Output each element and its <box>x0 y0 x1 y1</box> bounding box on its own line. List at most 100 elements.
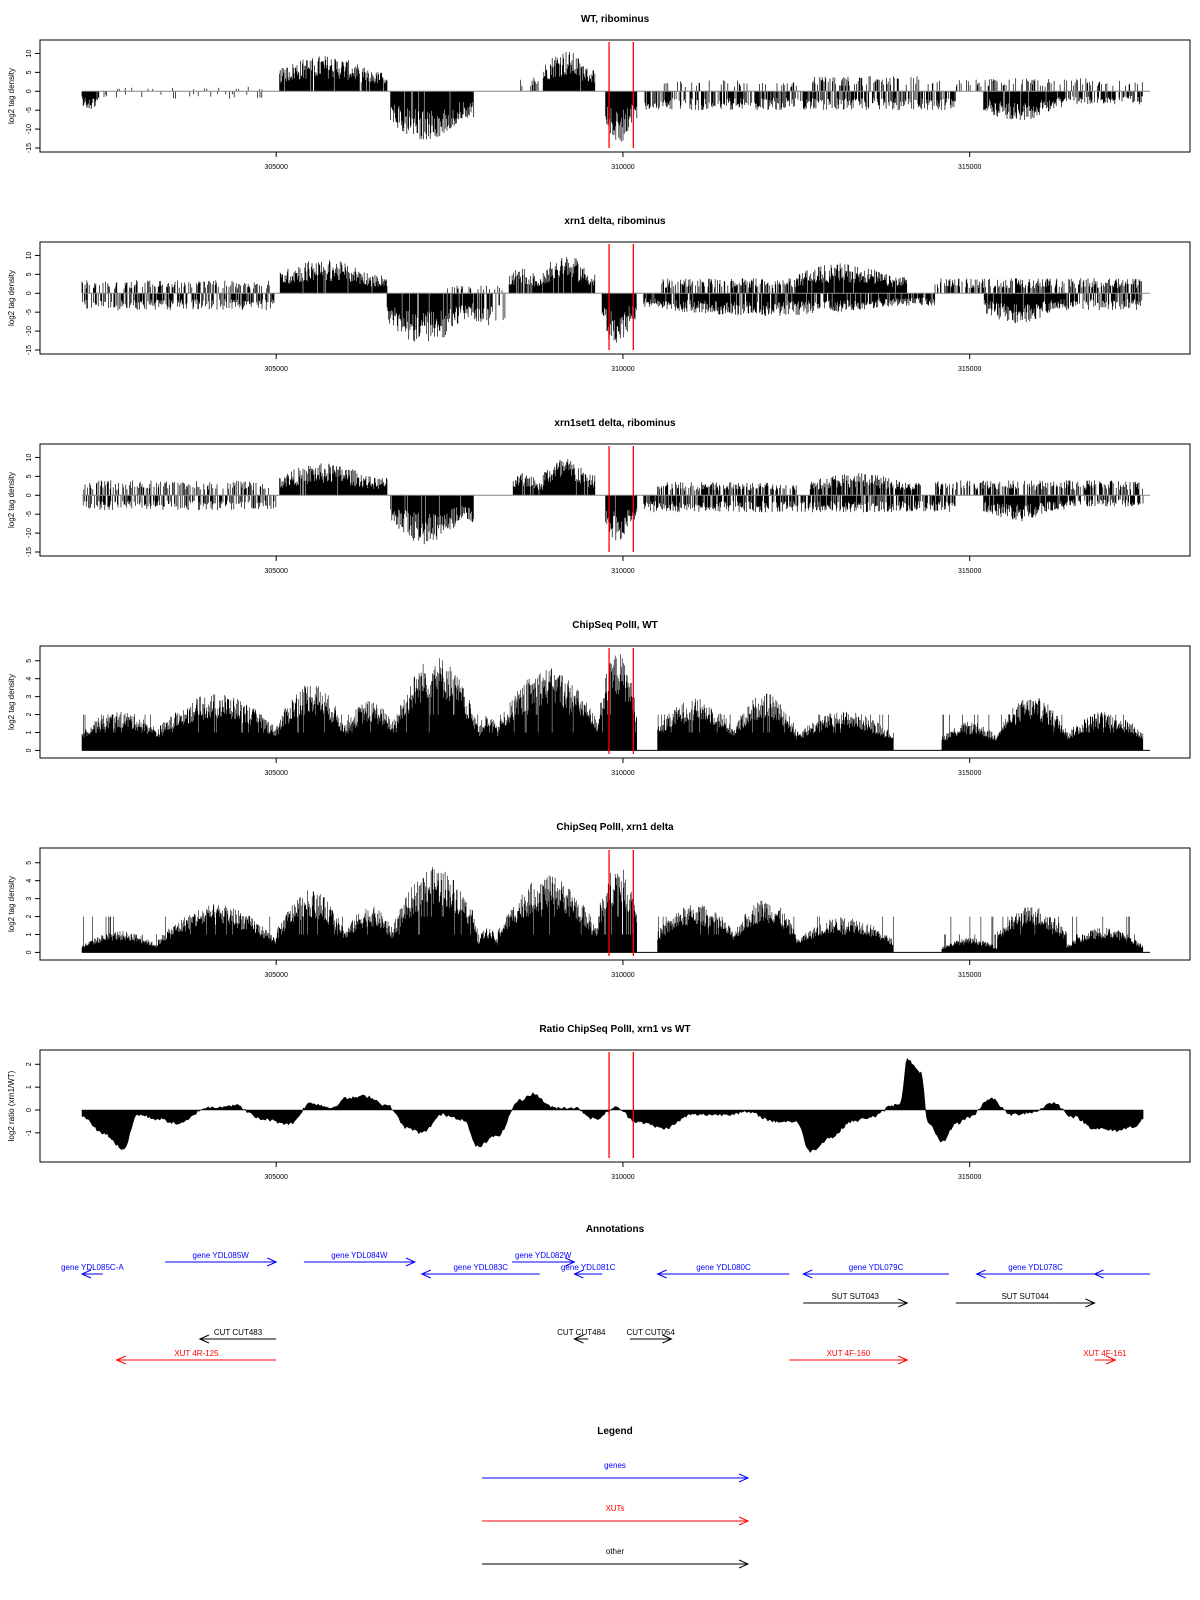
y-tick-label: -15 <box>26 547 33 557</box>
y-tick-label: 3 <box>26 897 33 901</box>
legend-item-label: other <box>606 1547 625 1556</box>
y-tick-label: -5 <box>26 107 33 113</box>
track-panel-1: WT, ribominus -15 -10 -5 0 5 10 log2 tag densit… <box>7 14 1191 171</box>
annotation-features: gene YDL085C-A gene YDL085W gene YDL084W ge… <box>61 1251 1150 1365</box>
y-tick-label: 10 <box>26 251 33 259</box>
panel-title: xrn1set1 delta, ribominus <box>554 418 676 429</box>
signal <box>81 52 1150 142</box>
plot-frame <box>39 847 1191 961</box>
y-tick-label: 4 <box>26 677 33 681</box>
annotation-feature: SUT SUT044 <box>955 1292 1096 1308</box>
y-tick-label: 5 <box>26 272 33 276</box>
arrow-head <box>738 1473 750 1483</box>
signal <box>81 654 1150 751</box>
x-tick-label: 310000 <box>611 568 634 575</box>
y-tick-label: -5 <box>26 511 33 517</box>
feature-label: XUT 4R-125 <box>174 1349 219 1358</box>
track-panel-3: xrn1set1 delta, ribominus -15 -10 -5 0 5 10 log… <box>7 418 1191 575</box>
annotation-feature: CUT CUT484 <box>557 1328 606 1344</box>
arrow-head <box>198 1334 210 1344</box>
y-tick-label: 3 <box>26 695 33 699</box>
legend-item: other <box>482 1547 750 1569</box>
feature-label: CUT CUT484 <box>557 1328 606 1337</box>
y-tick-label: 10 <box>26 49 33 57</box>
feature-label: SUT SUT044 <box>1001 1292 1049 1301</box>
x-tick-label: 310000 <box>611 164 634 171</box>
annotation-feature: gene YDL085W <box>165 1251 278 1267</box>
y-tick-label: -15 <box>26 143 33 153</box>
y-tick-label: 2 <box>26 713 33 717</box>
x-tick-label: 305000 <box>265 1174 288 1181</box>
y-tick-label: 4 <box>26 879 33 883</box>
annotation-feature: XUT 4F-161 <box>1083 1349 1127 1365</box>
plot-frame <box>39 241 1191 355</box>
strand-minus-bars <box>81 91 1143 142</box>
arrow-head <box>975 1269 986 1279</box>
arrow-head <box>115 1355 126 1365</box>
feature-label: SUT SUT043 <box>832 1292 880 1301</box>
panel-title: ChipSeq PolII, xrn1 delta <box>556 822 674 833</box>
legend-item-label: XUTs <box>605 1504 624 1513</box>
signal <box>81 867 1150 953</box>
track-panel-2: xrn1 delta, ribominus -15 -10 -5 0 5 10 log2 ta… <box>7 216 1191 373</box>
y-tick-label: 5 <box>26 474 33 478</box>
x-tick-label: 310000 <box>611 1174 634 1181</box>
feature-label: CUT CUT483 <box>214 1328 263 1337</box>
x-tick-label: 305000 <box>265 972 288 979</box>
x-tick-label: 305000 <box>265 568 288 575</box>
x-tick-label: 305000 <box>265 164 288 171</box>
arrow-head <box>898 1355 909 1365</box>
x-tick-label: 305000 <box>265 366 288 373</box>
feature-label: XUT 4F-161 <box>1083 1349 1127 1358</box>
legend-title: Legend <box>597 1426 633 1437</box>
arrow-head <box>738 1516 750 1526</box>
x-tick-label: 315000 <box>958 366 981 373</box>
x-tick-label: 315000 <box>958 972 981 979</box>
track-panel-4: ChipSeq PolII, WT 0 1 2 3 4 5 log2 tag density 3… <box>7 620 1191 777</box>
strand-minus-bars <box>82 495 1144 545</box>
arrow-head <box>1093 1269 1104 1279</box>
x-tick-label: 305000 <box>265 770 288 777</box>
y-axis-label: log2 tag density <box>7 674 16 730</box>
arrow-head <box>573 1269 584 1279</box>
y-tick-label: -15 <box>26 345 33 355</box>
y-tick-label: -10 <box>26 124 33 134</box>
strand-minus-bars <box>82 293 1143 343</box>
ratio-area <box>81 1057 1144 1154</box>
legend-item: XUTs <box>482 1504 750 1526</box>
x-tick-label: 310000 <box>611 366 634 373</box>
chipseq-bars <box>81 654 1144 751</box>
arrow-head <box>420 1269 432 1279</box>
signal <box>81 1057 1144 1154</box>
arrow-head <box>266 1257 278 1267</box>
panel-title: WT, ribominus <box>581 14 650 25</box>
y-tick-label: 1 <box>26 1085 33 1089</box>
y-axis-label: log2 tag density <box>7 876 16 932</box>
plot-frame <box>39 1049 1191 1163</box>
annotation-feature: SUT SUT043 <box>803 1292 909 1308</box>
signal <box>81 257 1150 343</box>
annotation-feature: CUT CUT054 <box>627 1328 675 1344</box>
chipseq-bars <box>81 867 1144 953</box>
arrow-head <box>898 1298 909 1308</box>
strand-plus-bars <box>83 459 1143 496</box>
feature-label: gene YDL084W <box>331 1251 388 1260</box>
annotation-feature: XUT 4F-160 <box>789 1349 909 1365</box>
arrow-head <box>405 1257 417 1267</box>
x-tick-label: 315000 <box>958 164 981 171</box>
annotation-feature: gene YDL079C <box>802 1263 949 1279</box>
annotation-feature: CUT CUT483 <box>198 1328 277 1344</box>
y-axis-label: log2 tag density <box>7 270 16 326</box>
feature-label: gene YDL085W <box>193 1251 250 1260</box>
feature-label: gene YDL083C <box>453 1263 508 1272</box>
arrow-head <box>573 1334 584 1344</box>
y-tick-label: -10 <box>26 528 33 538</box>
annotation-feature: gene YDL083C <box>420 1263 540 1279</box>
track-panel-5: ChipSeq PolII, xrn1 delta 0 1 2 3 4 5 log2 tag … <box>7 822 1191 979</box>
feature-label: XUT 4F-160 <box>827 1349 871 1358</box>
annotations-title: Annotations <box>586 1224 645 1235</box>
x-tick-label: 310000 <box>611 972 634 979</box>
legend-items: genes XUTs other <box>482 1461 750 1569</box>
